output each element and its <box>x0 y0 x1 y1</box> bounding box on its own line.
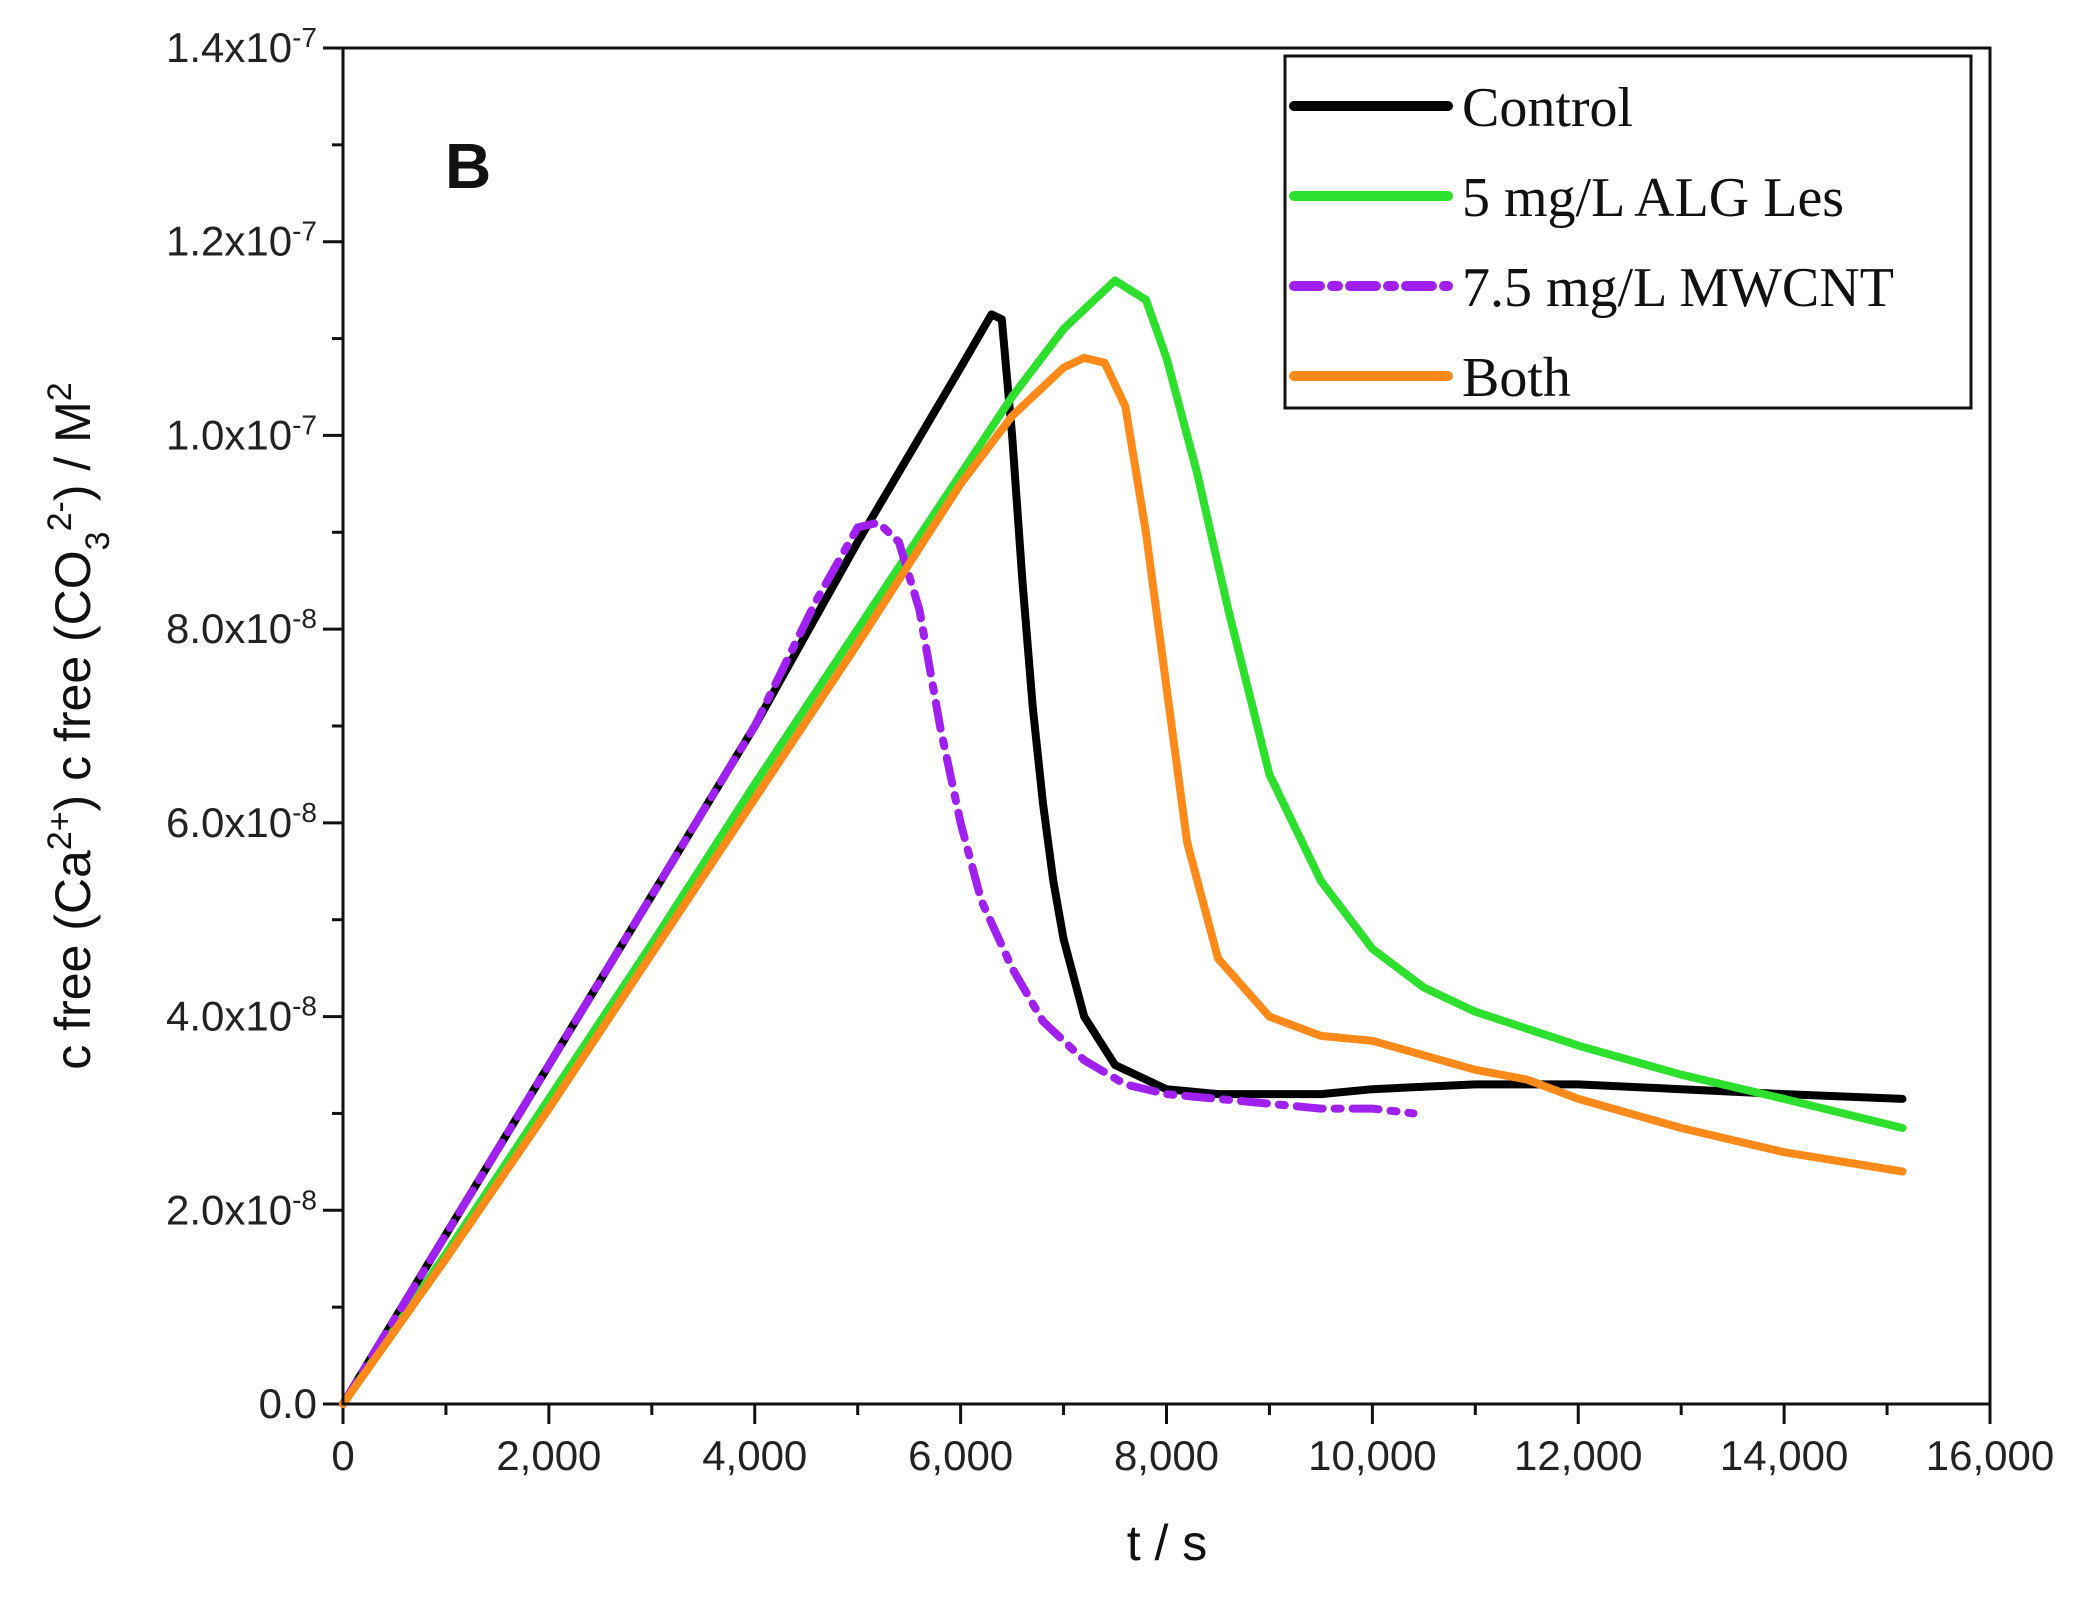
y-tick-exponent: -7 <box>292 409 317 440</box>
y-tick-mantissa: 1.0x10 <box>166 411 292 458</box>
y-tick-label: 4.0x10-8 <box>166 990 317 1040</box>
y-tick-label: 1.0x10-7 <box>166 409 317 459</box>
panel-label: B <box>445 130 491 202</box>
x-tick-label: 16,000 <box>1926 1432 2054 1479</box>
y-title-sup: 2+ <box>41 811 79 850</box>
x-tick-label: 8,000 <box>1114 1432 1219 1479</box>
series-line-4 <box>339 353 1907 1408</box>
legend-label-4: Both <box>1462 347 1571 409</box>
series-line-2 <box>339 276 1907 1408</box>
legend-box <box>1283 54 1973 410</box>
series-line-1 <box>339 310 1907 1408</box>
y-tick-exponent: -7 <box>292 215 317 246</box>
y-tick-label: 1.4x10-7 <box>166 22 317 72</box>
y-tick-exponent: -7 <box>292 22 317 53</box>
y-tick-mantissa: 6.0x10 <box>166 799 292 846</box>
x-axis-title: t / s <box>1127 1515 1208 1571</box>
legend: Control 5 mg/L ALG Les 7.5 mg/L MWCNT Both <box>1283 54 1973 410</box>
y-title-part: c free (Ca <box>45 850 101 1070</box>
y-tick-mantissa: 2.0x10 <box>166 1186 292 1233</box>
x-tick-label: 2,000 <box>496 1432 601 1479</box>
y-tick-label: 8.0x10-8 <box>166 603 317 653</box>
x-tick-label: 14,000 <box>1720 1432 1848 1479</box>
plot-frame <box>341 46 1992 1406</box>
y-tick-label: 0.0 <box>259 1380 317 1427</box>
y-tick-exponent: -8 <box>292 1184 317 1215</box>
y-title-part: ) / M <box>45 401 101 501</box>
y-tick-label: 1.2x10-7 <box>166 215 317 265</box>
legend-label-2: 5 mg/L ALG Les <box>1462 167 1844 229</box>
y-tick-label: 2.0x10-8 <box>166 1184 317 1234</box>
legend-label-3: 7.5 mg/L MWCNT <box>1462 257 1894 319</box>
series-layer <box>339 276 1907 1408</box>
y-title-sub: 3 <box>79 531 117 550</box>
y-tick-exponent: -8 <box>292 990 317 1021</box>
y-title-sup: 2 <box>41 382 79 401</box>
x-tick-label: 6,000 <box>908 1432 1013 1479</box>
legend-label-1: Control <box>1462 77 1633 139</box>
ticks-layer: 0 2,000 4,000 6,000 8,000 10,000 12,000 14,000 1… <box>166 22 2054 1480</box>
y-tick-mantissa: 0.0 <box>259 1380 317 1427</box>
y-tick-mantissa: 1.2x10 <box>166 218 292 265</box>
x-tick-label: 0 <box>331 1432 354 1479</box>
x-tick-label: 10,000 <box>1308 1432 1436 1479</box>
x-tick-label: 4,000 <box>702 1432 807 1479</box>
y-tick-label: 6.0x10-8 <box>166 796 317 846</box>
y-tick-exponent: -8 <box>292 796 317 827</box>
y-tick-mantissa: 1.4x10 <box>166 24 292 71</box>
y-tick-mantissa: 8.0x10 <box>166 605 292 652</box>
y-tick-exponent: -8 <box>292 603 317 634</box>
y-axis-title: c free (Ca2+) c free (CO32-) / M2 <box>41 382 117 1069</box>
y-tick-mantissa: 4.0x10 <box>166 993 292 1040</box>
series-line-3 <box>339 518 1418 1408</box>
y-title-part: ) c free (CO <box>45 550 101 811</box>
x-tick-label: 12,000 <box>1514 1432 1642 1479</box>
y-title-sup: 2- <box>41 501 79 531</box>
